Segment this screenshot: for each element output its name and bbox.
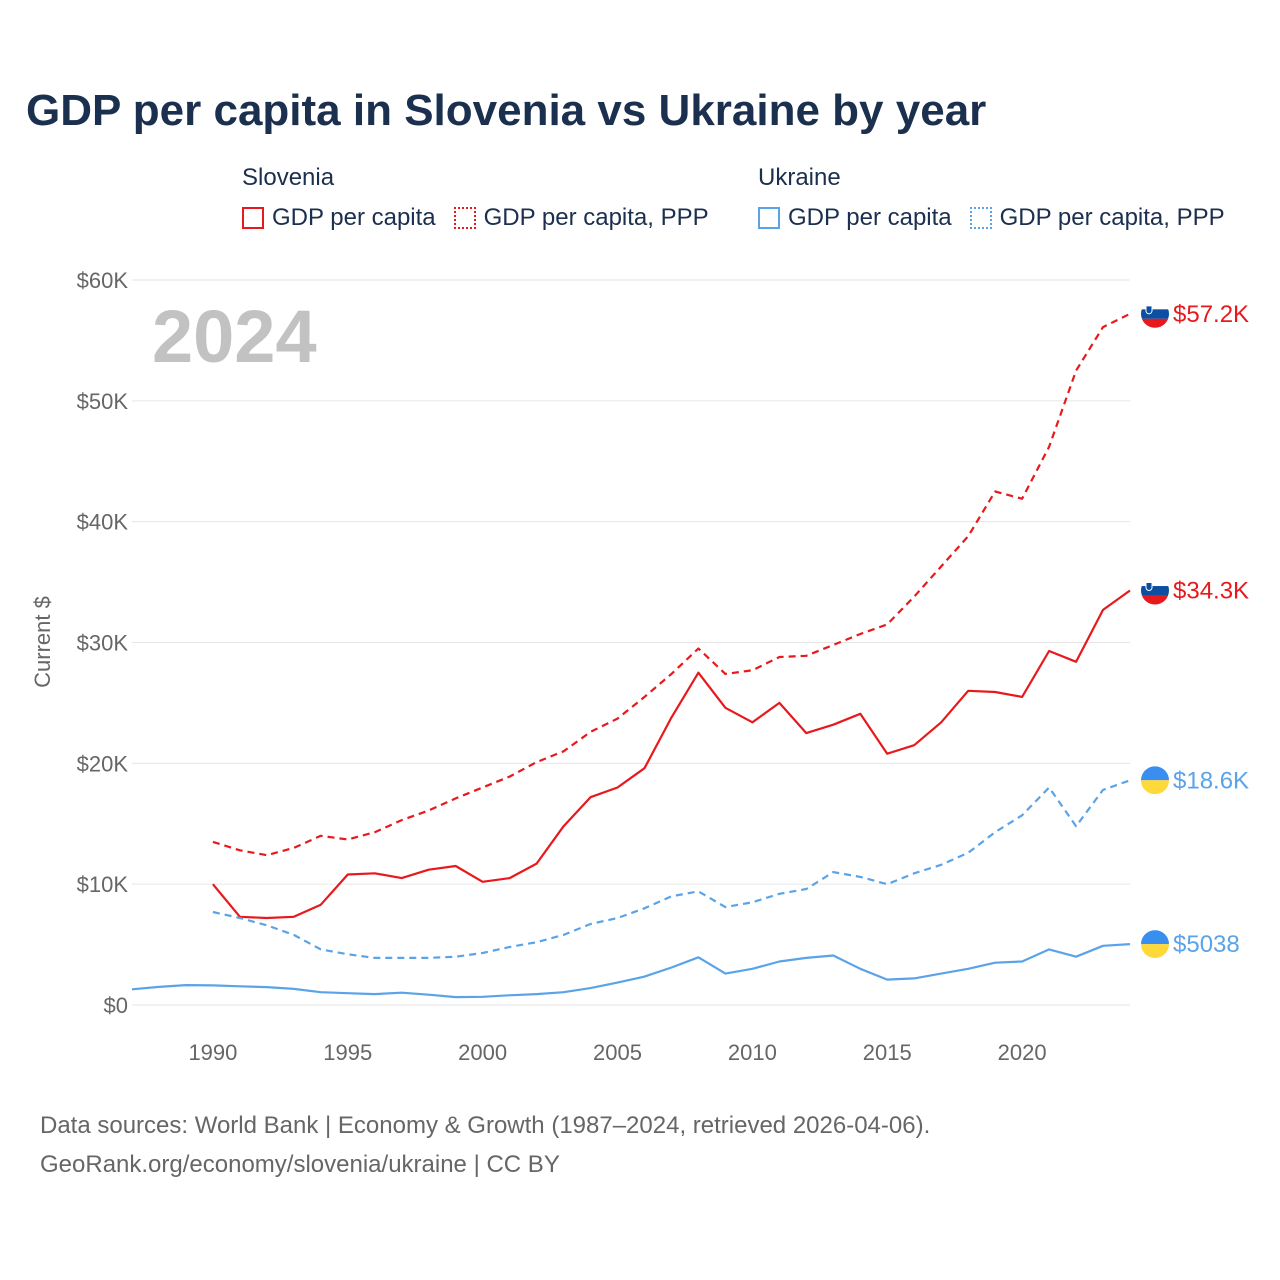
x-tick-label: 1995 [323, 1040, 372, 1065]
legend-swatch-solid [242, 207, 264, 229]
x-tick-label: 2015 [863, 1040, 912, 1065]
end-value-label: $5038 [1173, 931, 1240, 958]
ukraine-flag-icon [1141, 766, 1169, 795]
flag-coat-of-arms [1145, 305, 1153, 315]
flag-stripe-blue [1141, 586, 1169, 596]
flag-stripe-yellow [1141, 780, 1169, 795]
series-line-ukraine-gdp-per-capita [131, 943, 1131, 999]
flag-body [1141, 576, 1169, 605]
slovenia-flag-icon [1141, 299, 1169, 328]
y-tick-label: $50K [77, 389, 129, 414]
legend-group-slovenia: Slovenia GDP per capita GDP per capita, … [242, 162, 727, 232]
y-tick-label: $20K [77, 751, 129, 776]
flag-stripe-blue [1141, 309, 1169, 319]
y-tick-label: $60K [77, 268, 129, 293]
legend-group-name: Ukraine [758, 164, 841, 191]
page-title: GDP per capita in Slovenia vs Ukraine by… [26, 86, 987, 135]
flag-stripe-red [1141, 595, 1169, 605]
flag-coat-of-arms [1145, 582, 1153, 591]
flag-body [1141, 930, 1169, 959]
flag-body [1141, 766, 1169, 795]
series-line-slovenia-gdp-per-capita [212, 589, 1131, 920]
series-line-ukraine-gdp-per-capita-ppp [212, 779, 1131, 960]
end-value-label: $57.2K [1173, 301, 1249, 328]
legend-label: GDP per capita [272, 204, 436, 231]
legend-group-ukraine: Ukraine GDP per capita GDP per capita, P… [758, 162, 1243, 232]
legend-item-slovenia-gdp-ppp[interactable]: GDP per capita, PPP [453, 204, 709, 232]
y-tick-label: $10K [77, 872, 129, 897]
legend-item-ukraine-gdp-ppp[interactable]: GDP per capita, PPP [969, 204, 1225, 232]
source-note: Data sources: World Bank | Economy & Gro… [40, 1106, 930, 1184]
series-line-slovenia-gdp-per-capita-ppp [212, 312, 1131, 857]
x-tick-label: 2020 [998, 1040, 1047, 1065]
flag-body [1141, 299, 1169, 328]
year-overlay: 2024 [152, 295, 317, 378]
y-axis-title: Current $ [30, 596, 55, 688]
y-tick-label: $0 [104, 993, 128, 1018]
flag-stripe-red [1141, 318, 1169, 328]
x-tick-label: 2010 [728, 1040, 777, 1065]
flag-stripe-blue [1141, 766, 1169, 781]
legend-group-name: Slovenia [242, 164, 335, 191]
x-tick-label: 2000 [458, 1040, 507, 1065]
slovenia-flag-icon [1141, 576, 1169, 605]
x-tick-label: 1990 [188, 1040, 237, 1065]
flag-stripe-white [1141, 299, 1169, 310]
ukraine-flag-icon [1141, 930, 1169, 959]
end-value-label: $34.3K [1173, 578, 1249, 605]
legend-swatch-dotted [969, 207, 992, 229]
legend-item-ukraine-gdp[interactable]: GDP per capita [758, 204, 952, 232]
flag-stripe-white [1141, 576, 1169, 587]
legend-label: GDP per capita, PPP [483, 204, 709, 231]
legend-label: GDP per capita, PPP [999, 204, 1225, 231]
source-line-1: Data sources: World Bank | Economy & Gro… [40, 1112, 931, 1139]
flag-stripe-blue [1141, 930, 1169, 945]
end-value-label: $18.6K [1173, 767, 1249, 794]
x-tick-label: 2005 [593, 1040, 642, 1065]
legend-label: GDP per capita [788, 204, 952, 231]
source-line-2[interactable]: GeoRank.org/economy/slovenia/ukraine | C… [40, 1151, 560, 1178]
y-tick-label: $30K [77, 631, 129, 656]
legend-item-slovenia-gdp[interactable]: GDP per capita [242, 204, 436, 232]
legend-swatch-solid [758, 207, 780, 229]
y-tick-label: $40K [77, 510, 129, 535]
flag-stripe-yellow [1141, 944, 1169, 959]
legend-swatch-dotted [453, 207, 476, 229]
